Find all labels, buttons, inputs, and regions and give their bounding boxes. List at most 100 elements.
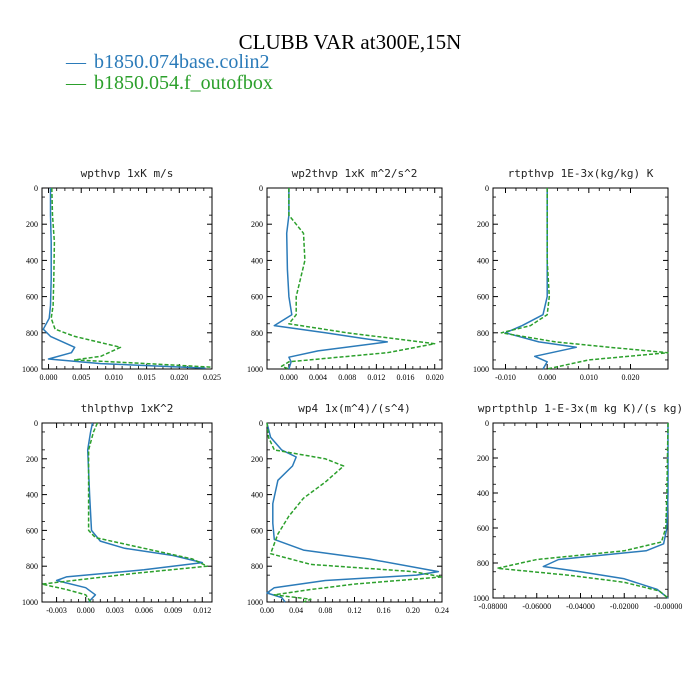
chart-3-title: rtpthvp 1E-3x(kg/kg) K [508, 167, 654, 180]
chart-4-series-2-line [41, 422, 208, 603]
chart-3-ytick-label: 200 [477, 220, 489, 229]
chart-3-xtick-label: 0.020 [622, 373, 640, 382]
chart-6-series-2-line [496, 422, 669, 599]
chart-2-xtick-label: 0.016 [397, 373, 415, 382]
legend-entry-1: — b1850.074base.colin2 [66, 51, 270, 73]
chart-5-ytick-label: 400 [251, 491, 263, 500]
chart-1-ytick-label: 200 [26, 220, 38, 229]
chart-6-series-1-line [542, 423, 669, 599]
chart-1-ytick-label: 600 [26, 293, 38, 302]
chart-1-xtick-label: 0.005 [72, 373, 90, 382]
chart-2-xtick-label: 0.008 [338, 373, 356, 382]
chart-3-series-2-line [500, 188, 669, 370]
chart-4-ytick-label: 0 [34, 419, 38, 428]
chart-2-ytick-label: 0 [259, 184, 263, 193]
chart-3-xtick-label: 0.000 [538, 373, 556, 382]
chart-1-xtick-label: 0.025 [203, 373, 221, 382]
chart-6-title: wprtpthlp 1-E-3x(m kg K)/(s kg) [478, 402, 683, 415]
chart-3-ytick-label: 800 [477, 329, 489, 338]
chart-4-xtick-label: 0.003 [106, 606, 124, 615]
chart-6-xtick-label: -0.06000 [522, 602, 551, 611]
chart-6-ytick-label: 200 [477, 454, 489, 463]
chart-4-ytick-label: 1000 [22, 598, 38, 607]
chart-6-ytick-label: 1000 [473, 594, 489, 603]
legend-entry-2: — b1850.054.f_outofbox [66, 72, 273, 94]
chart-4-frame [41, 422, 213, 603]
chart-1-ytick-label: 800 [26, 329, 38, 338]
chart-3-ytick-label: 400 [477, 256, 489, 265]
chart-1-ytick-label: 1000 [22, 365, 38, 374]
chart-5-xtick-label: 0.24 [435, 606, 449, 615]
chart-4-series-1-line [55, 422, 204, 603]
chart-6-ytick-label: 0 [485, 419, 489, 428]
chart-2-ytick-label: 400 [251, 256, 263, 265]
chart-6-ytick-label: 400 [477, 489, 489, 498]
chart-4-xtick-label: 0.000 [77, 606, 95, 615]
chart-2-ytick-label: 600 [251, 293, 263, 302]
chart-5-xtick-label: 0.00 [260, 606, 274, 615]
chart-4-ytick-label: 200 [26, 455, 38, 464]
legend-1-line-sample: — [66, 51, 86, 73]
chart-1-xtick-label: 0.015 [138, 373, 156, 382]
chart-1-series-1-line [42, 188, 206, 369]
chart-2-ytick-label: 200 [251, 220, 263, 229]
chart-3-ytick-label: 600 [477, 293, 489, 302]
chart-5-xtick-label: 0.20 [406, 606, 420, 615]
chart-2-title: wp2thvp 1xK m^2/s^2 [292, 167, 418, 180]
chart-5-xtick-label: 0.04 [289, 606, 303, 615]
chart-4-xtick-label: 0.006 [135, 606, 153, 615]
chart-4-title: thlpthvp 1xK^2 [81, 402, 174, 415]
chart-4-xtick-label: 0.009 [164, 606, 182, 615]
chart-5-ytick-label: 800 [251, 562, 263, 571]
chart-2-series-1-line [273, 188, 389, 370]
chart-4-ytick-label: 400 [26, 491, 38, 500]
chart-5-ytick-label: 600 [251, 526, 263, 535]
chart-panel-3: rtpthvp 1E-3x(kg/kg) K 0 200 400 600 800 1000-… [473, 167, 669, 382]
chart-1-xtick-label: 0.020 [170, 373, 188, 382]
chart-2-xtick-label: 0.020 [426, 373, 444, 382]
chart-4-ytick-label: 800 [26, 562, 38, 571]
chart-5-xtick-label: 0.12 [348, 606, 362, 615]
chart-2-xtick-label: 0.000 [280, 373, 298, 382]
legend-2-label: b1850.054.f_outofbox [94, 72, 273, 94]
chart-2-series-2-line [280, 188, 436, 370]
chart-panel-2: wp2thvp 1xK m^2/s^2 0 200 400 600 800 1000 0.00… [247, 167, 444, 382]
chart-6-xtick-label: -0.02000 [610, 602, 639, 611]
chart-6-ytick-label: 800 [477, 559, 489, 568]
chart-1-series-2-line [50, 187, 213, 368]
chart-5-ytick-label: 0 [259, 419, 263, 428]
chart-6-ytick-label: 600 [477, 524, 489, 533]
chart-2-xtick-label: 0.004 [309, 373, 327, 382]
chart-4-xtick-label: 0.012 [193, 606, 211, 615]
chart-4-xtick-label: -0.003 [46, 606, 67, 615]
chart-6-xtick-label: -0.04000 [566, 602, 595, 611]
chart-3-xtick-label: 0.010 [580, 373, 598, 382]
chart-5-xtick-label: 0.08 [318, 606, 332, 615]
chart-3-ytick-label: 1000 [473, 365, 489, 374]
chart-5-ytick-label: 200 [251, 455, 263, 464]
chart-1-xtick-label: 0.000 [40, 373, 58, 382]
chart-1-ytick-label: 0 [34, 184, 38, 193]
chart-5-ytick-label: 1000 [247, 598, 263, 607]
chart-2-xtick-label: 0.012 [367, 373, 385, 382]
legend-2-line-sample: — [66, 72, 86, 94]
legend-1-label: b1850.074base.colin2 [94, 51, 270, 73]
chart-3-frame [492, 187, 669, 370]
chart-5-xtick-label: 0.16 [377, 606, 391, 615]
chart-6-xtick-label: -0.00000 [654, 602, 683, 611]
chart-1-ytick-label: 400 [26, 256, 38, 265]
chart-3-ytick-label: 0 [485, 184, 489, 193]
chart-2-ytick-label: 800 [251, 329, 263, 338]
chart-6-xtick-label: -0.08000 [479, 602, 508, 611]
chart-5-series-2-line [266, 422, 443, 603]
chart-5-title: wp4 1x(m^4)/(s^4) [298, 402, 411, 415]
chart-3-xtick-label: -0.010 [495, 373, 516, 382]
chart-3-series-1-line [504, 188, 578, 370]
page-title: CLUBB VAR at300E,15N [238, 30, 462, 54]
chart-panel-4: thlpthvp 1xK^2 0 200 400 600 800 1000 -0.003 0.0… [22, 402, 213, 615]
chart-4-ytick-label: 600 [26, 526, 38, 535]
chart-1-title: wpthvp 1xK m/s [81, 167, 174, 180]
